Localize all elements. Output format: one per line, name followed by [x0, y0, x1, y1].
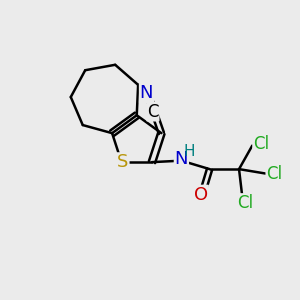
Text: N: N [175, 150, 188, 168]
Text: N: N [140, 84, 153, 102]
Text: Cl: Cl [253, 135, 269, 153]
Text: C: C [147, 103, 159, 121]
Text: H: H [184, 144, 195, 159]
Text: S: S [117, 153, 129, 171]
Text: Cl: Cl [237, 194, 253, 212]
Text: Cl: Cl [266, 164, 282, 182]
Text: O: O [194, 186, 208, 204]
